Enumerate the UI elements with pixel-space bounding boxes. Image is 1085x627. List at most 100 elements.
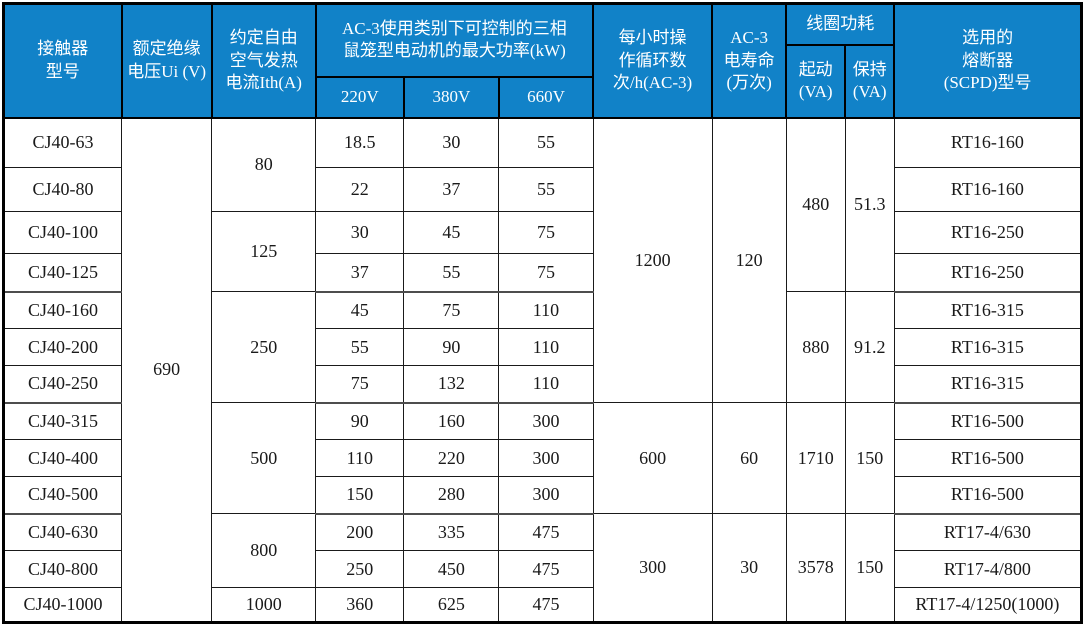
header-contactor-model: 接触器 型号 [2, 2, 123, 119]
coil-hold-cell: 91.2 [844, 291, 895, 403]
table-row: CJ40-500 150 280 300 RT16-500 [2, 476, 1083, 515]
table-body: CJ40-63 690 80 18.5 30 55 1200 120 480 5… [2, 117, 1083, 623]
fuse-model-cell: RT16-500 [893, 402, 1083, 440]
coil-hold-cell: 150 [844, 402, 895, 514]
contactor-model-cell: CJ40-200 [2, 328, 123, 366]
kw-660v-cell: 55 [498, 117, 594, 168]
table-row: CJ40-400 110 220 300 RT16-500 [2, 439, 1083, 477]
kw-660v-cell: 75 [498, 211, 594, 254]
thermal-current-cell: 500 [211, 402, 317, 514]
header-thermal-current: 约定自由 空气发热 电流Ith(A) [210, 2, 317, 119]
contactor-model-cell: CJ40-80 [2, 167, 123, 212]
coil-start-cell: 3578 [785, 513, 846, 623]
table-row: CJ40-200 55 90 110 RT16-315 [2, 328, 1083, 366]
contactor-model-cell: CJ40-400 [2, 439, 123, 477]
kw-660v-cell: 475 [498, 550, 594, 588]
table-row: CJ40-160 250 45 75 110 880 91.2 RT16-315 [2, 291, 1083, 403]
fuse-model-cell: RT16-250 [893, 253, 1083, 293]
life-cell: 60 [711, 402, 787, 514]
kw-380v-cell: 625 [403, 587, 500, 623]
kw-380v-cell: 30 [403, 117, 500, 168]
table-row: CJ40-80 22 37 55 RT16-160 [2, 167, 1083, 212]
kw-380v-cell: 55 [403, 253, 500, 293]
cycles-cell: 600 [592, 402, 713, 514]
cycles-cell: 300 [592, 513, 713, 623]
kw-220v-cell: 200 [315, 513, 405, 551]
thermal-current-cell: 80 [211, 117, 317, 212]
kw-220v-cell: 75 [315, 365, 405, 404]
fuse-model-cell: RT16-500 [893, 476, 1083, 515]
fuse-model-cell: RT16-160 [893, 117, 1083, 168]
fuse-model-cell: RT17-4/800 [893, 550, 1083, 588]
life-cell: 120 [711, 117, 787, 403]
header-max-power: AC-3使用类别下可控制的三相 鼠笼型电动机的最大功率(kW) [314, 2, 595, 78]
kw-660v-cell: 300 [498, 476, 594, 515]
kw-660v-cell: 110 [498, 291, 594, 329]
kw-380v-cell: 280 [403, 476, 500, 515]
kw-660v-cell: 110 [498, 365, 594, 404]
fuse-model-cell: RT17-4/630 [893, 513, 1083, 551]
kw-380v-cell: 335 [403, 513, 500, 551]
contactor-model-cell: CJ40-800 [2, 550, 123, 588]
kw-220v-cell: 18.5 [315, 117, 405, 168]
contactor-model-cell: CJ40-63 [2, 117, 123, 168]
insulation-voltage-cell: 690 [121, 117, 213, 623]
contactor-model-cell: CJ40-160 [2, 291, 123, 329]
kw-380v-cell: 132 [403, 365, 500, 404]
header-operation-cycles: 每小时操 作循环数 次/h(AC-3) [592, 2, 714, 119]
kw-220v-cell: 90 [315, 402, 405, 440]
header-insulation-voltage: 额定绝缘 电压Ui (V) [120, 2, 213, 119]
contactor-model-cell: CJ40-125 [2, 253, 123, 293]
kw-380v-cell: 75 [403, 291, 500, 329]
life-cell: 30 [711, 513, 787, 623]
kw-220v-cell: 55 [315, 328, 405, 366]
kw-220v-cell: 22 [315, 167, 405, 212]
table-row: CJ40-1000 1000 360 625 475 RT17-4/1250(1… [2, 587, 1083, 623]
kw-660v-cell: 475 [498, 587, 594, 623]
kw-220v-cell: 110 [315, 439, 405, 477]
table-row: CJ40-800 250 450 475 RT17-4/800 [2, 550, 1083, 588]
table-row: CJ40-315 500 90 160 300 600 60 1710 150 … [2, 402, 1083, 514]
table-row: CJ40-125 37 55 75 RT16-250 [2, 253, 1083, 293]
kw-380v-cell: 160 [403, 402, 500, 440]
thermal-current-cell: 250 [211, 291, 317, 403]
kw-660v-cell: 110 [498, 328, 594, 366]
fuse-model-cell: RT17-4/1250(1000) [893, 587, 1083, 623]
kw-380v-cell: 450 [403, 550, 500, 588]
kw-660v-cell: 475 [498, 513, 594, 551]
kw-220v-cell: 37 [315, 253, 405, 293]
contactor-model-cell: CJ40-500 [2, 476, 123, 515]
thermal-current-cell: 125 [211, 211, 317, 292]
coil-start-cell: 1710 [785, 402, 846, 514]
coil-start-cell: 880 [785, 291, 846, 403]
kw-220v-cell: 45 [315, 291, 405, 329]
kw-220v-cell: 360 [315, 587, 405, 623]
fuse-model-cell: RT16-500 [893, 439, 1083, 477]
table-row: CJ40-630 800 200 335 475 300 30 3578 150… [2, 513, 1083, 623]
fuse-model-cell: RT16-315 [893, 328, 1083, 366]
thermal-current-cell: 1000 [211, 587, 317, 623]
cycles-cell: 1200 [592, 117, 713, 403]
kw-380v-cell: 220 [403, 439, 500, 477]
kw-380v-cell: 37 [403, 167, 500, 212]
contactor-model-cell: CJ40-1000 [2, 587, 123, 623]
thermal-current-cell: 800 [211, 513, 317, 588]
table-row: CJ40-100 125 30 45 75 RT16-250 [2, 211, 1083, 292]
contactor-model-cell: CJ40-100 [2, 211, 123, 254]
contactor-model-cell: CJ40-630 [2, 513, 123, 551]
kw-380v-cell: 45 [403, 211, 500, 254]
header-380v: 380V [402, 75, 500, 119]
kw-220v-cell: 250 [315, 550, 405, 588]
contactor-model-cell: CJ40-315 [2, 402, 123, 440]
coil-hold-cell: 150 [844, 513, 895, 623]
header-660v: 660V [497, 75, 595, 119]
header-fuse-model: 选用的 熔断器 (SCPD)型号 [893, 2, 1083, 119]
fuse-model-cell: RT16-250 [893, 211, 1083, 254]
kw-660v-cell: 300 [498, 402, 594, 440]
contactor-model-cell: CJ40-250 [2, 365, 123, 404]
table-row: CJ40-250 75 132 110 RT16-315 [2, 365, 1083, 404]
coil-hold-cell: 51.3 [844, 117, 895, 292]
kw-220v-cell: 30 [315, 211, 405, 254]
